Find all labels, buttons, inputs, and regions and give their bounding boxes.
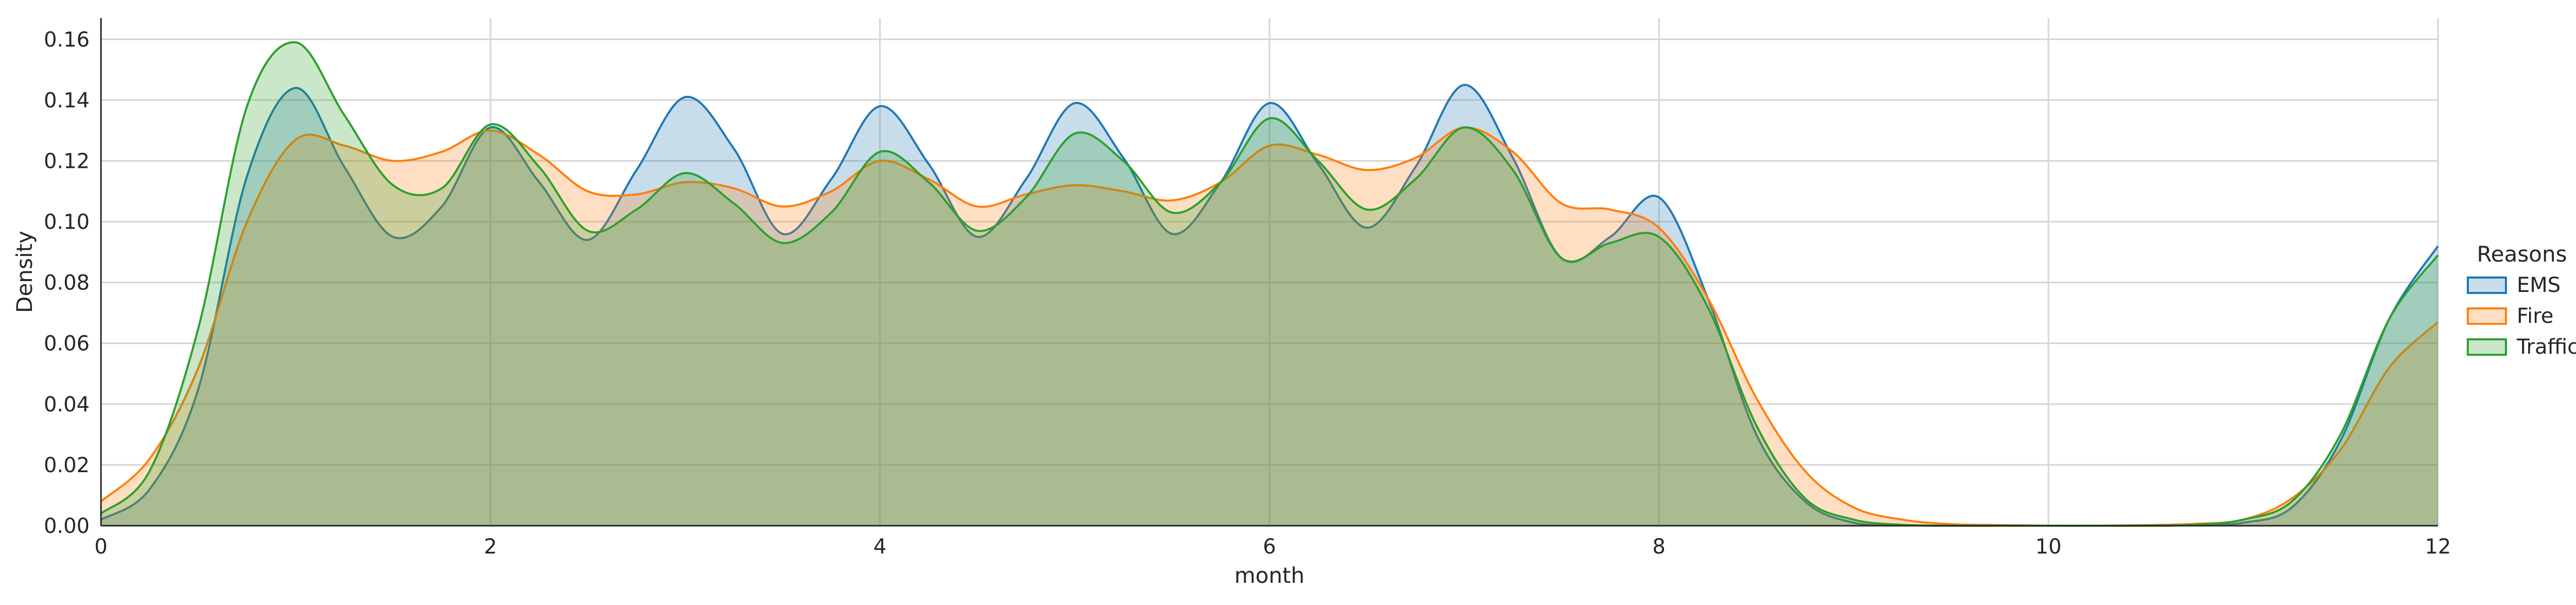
x-axis-label: month — [1234, 563, 1304, 588]
y-tick-label: 0.04 — [44, 393, 90, 417]
y-tick-labels: 0.00 0.02 0.04 0.06 0.08 0.10 0.12 0.14 0.16 — [44, 28, 90, 538]
y-tick-label: 0.06 — [44, 332, 90, 356]
legend: Reasons EMS Fire Traffic — [2467, 241, 2576, 359]
y-tick-label: 0.16 — [44, 28, 90, 51]
x-tick-label: 8 — [1652, 535, 1665, 559]
legend-swatch-traffic — [2467, 338, 2507, 356]
x-tick-label: 2 — [484, 535, 497, 559]
x-tick-labels: 0 2 4 6 8 10 12 — [94, 535, 2451, 559]
legend-label-fire: Fire — [2517, 304, 2553, 328]
legend-swatch-ems — [2467, 276, 2507, 294]
series-area-traffic — [101, 42, 2438, 526]
y-tick-label: 0.08 — [44, 271, 90, 295]
series-area-fire — [101, 127, 2438, 526]
x-tick-label: 4 — [873, 535, 886, 559]
legend-swatch-fire — [2467, 307, 2507, 325]
x-tick-label: 12 — [2425, 535, 2451, 559]
series-area-ems — [101, 84, 2438, 526]
legend-label-traffic: Traffic — [2516, 335, 2576, 359]
y-tick-label: 0.14 — [44, 89, 90, 112]
y-tick-label: 0.12 — [44, 149, 90, 173]
x-tick-label: 10 — [2036, 535, 2062, 559]
x-tick-label: 6 — [1263, 535, 1276, 559]
legend-label-ems: EMS — [2517, 273, 2561, 297]
y-tick-label: 0.02 — [44, 454, 90, 477]
legend-title: Reasons — [2477, 241, 2567, 267]
axes — [100, 18, 2438, 527]
x-tick-label: 0 — [94, 535, 107, 559]
y-axis-label: Density — [12, 231, 37, 313]
y-tick-label: 0.10 — [44, 211, 90, 234]
y-tick-label: 0.00 — [44, 514, 90, 538]
legend-items: EMS Fire Traffic — [2467, 273, 2576, 359]
